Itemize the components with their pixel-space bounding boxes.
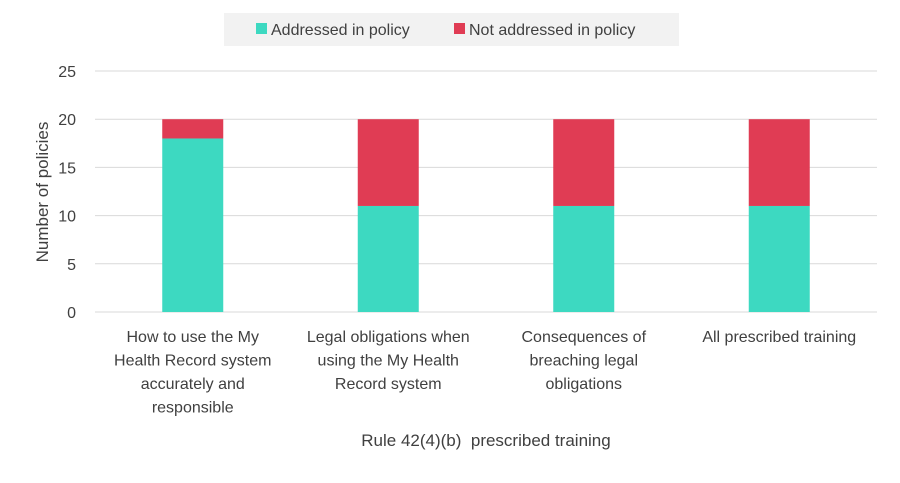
legend: Addressed in policy Not addressed in poli… (224, 13, 679, 46)
y-tick-label: 15 (58, 160, 76, 177)
y-tick-label: 25 (58, 64, 76, 81)
bar-segment-not-addressed (162, 119, 224, 139)
bars (162, 119, 810, 312)
gridlines (95, 70, 877, 313)
x-tick-label: How to use the My Health Record system acc… (114, 329, 271, 417)
legend-label: Addressed in policy (271, 22, 410, 39)
y-tick-label: 5 (67, 257, 76, 274)
bar-segment-addressed (162, 138, 224, 312)
y-tick-label: 0 (67, 305, 76, 322)
bar-segment-addressed (748, 205, 810, 312)
legend-background (224, 13, 679, 46)
x-axis-ticks: How to use the My Health Record system acc… (114, 329, 856, 417)
y-tick-label: 10 (58, 209, 76, 226)
bar-segment-not-addressed (748, 119, 810, 206)
x-axis-title: Rule 42(4)(b) prescribed training (361, 431, 610, 450)
legend-label: Not addressed in policy (469, 22, 635, 39)
bar-segment-addressed (553, 205, 615, 312)
legend-swatch (256, 23, 267, 34)
bar-segment-not-addressed (357, 119, 419, 206)
y-axis-ticks: 0 5 10 15 20 25 (58, 64, 76, 322)
bar-segment-addressed (357, 205, 419, 312)
x-tick-label: All prescribed training (702, 329, 856, 346)
legend-swatch (454, 23, 465, 34)
x-tick-label: Legal obligations when using the My Healt… (307, 329, 470, 393)
x-tick-label: Consequences of breaching legal obligation… (521, 329, 646, 393)
y-tick-label: 20 (58, 112, 76, 129)
bar-segment-not-addressed (553, 119, 615, 206)
y-axis-title: Number of policies (33, 122, 52, 263)
